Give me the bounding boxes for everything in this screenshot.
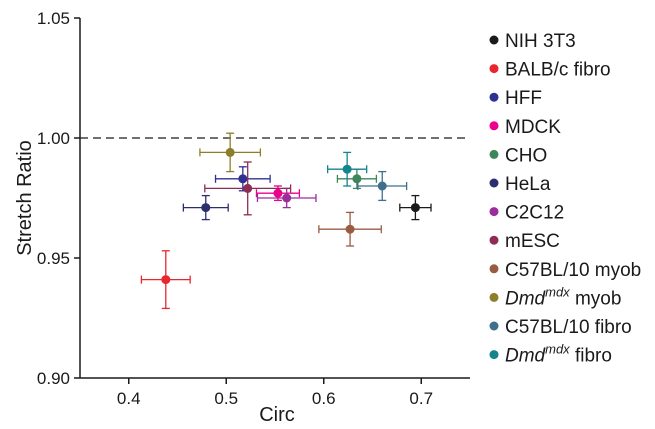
- data-point-balb-c-fibro: [140, 250, 191, 310]
- data-marker: [273, 188, 283, 198]
- legend-label: HeLa: [505, 174, 551, 195]
- legend-item: CHO: [489, 145, 547, 166]
- legend-label: C2C12: [505, 203, 564, 224]
- legend-label-italic: Dmd: [505, 288, 547, 309]
- legend-item: C57BL/10 myob: [489, 260, 641, 281]
- legend-label: MDCK: [505, 117, 561, 138]
- legend-item: Dmdmdx fibro: [489, 342, 612, 367]
- legend-marker: [489, 149, 499, 159]
- data-point-hff: [214, 166, 271, 192]
- data-marker: [282, 193, 292, 203]
- data-marker: [161, 275, 171, 285]
- x-tick-label: 0.5: [214, 389, 238, 408]
- legend-marker: [489, 92, 499, 102]
- y-tick-label: 1.05: [37, 9, 70, 28]
- legend-marker: [489, 264, 499, 274]
- legend-item: Dmdmdx myob: [489, 284, 621, 309]
- x-tick-label: 0.7: [409, 389, 433, 408]
- plot-area: 0.90 0.95 1.00 1.05 0.4 0.5 0.6 0.7 Circ Stretch …: [14, 9, 470, 426]
- legend-item: HeLa: [489, 174, 551, 195]
- data-marker: [352, 174, 362, 184]
- legend-label: Dmdmdx myob: [505, 284, 621, 309]
- data-point-dmd-mdx-fibro: [326, 151, 368, 187]
- y-tick-label: 1.00: [37, 129, 70, 148]
- data-marker: [238, 174, 248, 184]
- data-marker: [243, 183, 253, 193]
- legend-marker: [489, 64, 499, 74]
- legend-item: HFF: [489, 88, 542, 109]
- x-axis-title: Circ: [259, 404, 295, 426]
- legend-marker: [489, 292, 499, 302]
- y-tick-label: 0.95: [37, 249, 70, 268]
- data-marker: [201, 203, 211, 213]
- legend-label-rest: myob: [570, 288, 622, 309]
- legend-marker: [489, 178, 499, 188]
- legend-label: CHO: [505, 145, 547, 166]
- data-point-mesc: [204, 161, 292, 216]
- legend-marker: [489, 207, 499, 217]
- legend-label: mESC: [505, 231, 560, 252]
- legend: NIH 3T3 BALB/c fibro HFF MDCK CHO HeLa C2C12 mE…: [489, 31, 641, 367]
- data-marker: [342, 164, 352, 174]
- data-point-c2c12: [256, 187, 317, 209]
- data-point-hela: [182, 194, 229, 221]
- legend-label: C57BL/10 myob: [505, 260, 641, 281]
- data-point-nih-3t3: [399, 194, 432, 221]
- legend-item: mESC: [489, 231, 560, 252]
- x-tick-label: 0.6: [312, 389, 336, 408]
- legend-label-superscript: mdx: [545, 284, 570, 299]
- legend-marker: [489, 121, 499, 131]
- legend-item: BALB/c fibro: [489, 60, 611, 81]
- data-point-c57bl-10-myob: [318, 211, 382, 247]
- legend-label-rest: fibro: [570, 346, 612, 367]
- legend-label-italic: Dmd: [505, 346, 547, 367]
- legend-marker: [489, 350, 499, 360]
- data-marker: [225, 147, 235, 157]
- legend-marker: [489, 321, 499, 331]
- data-marker: [345, 224, 355, 234]
- legend-item: C57BL/10 fibro: [489, 317, 632, 338]
- legend-item: MDCK: [489, 117, 561, 138]
- legend-label: C57BL/10 fibro: [505, 317, 632, 338]
- legend-marker: [489, 235, 499, 245]
- data-point-c57bl-10-fibro: [357, 170, 408, 202]
- data-marker: [377, 181, 387, 191]
- legend-label-superscript: mdx: [545, 342, 570, 357]
- legend-label: NIH 3T3: [505, 31, 576, 52]
- data-point-dmd-mdx-myob: [199, 132, 262, 173]
- y-tick-label: 0.90: [37, 369, 70, 388]
- legend-item: NIH 3T3: [489, 31, 576, 52]
- legend-label: Dmdmdx fibro: [505, 342, 612, 367]
- legend-label: HFF: [505, 88, 542, 109]
- legend-marker: [489, 35, 499, 45]
- data-marker: [410, 203, 420, 213]
- legend-label: BALB/c fibro: [505, 60, 611, 81]
- y-axis-title: Stretch Ratio: [14, 140, 36, 256]
- x-tick-label: 0.4: [117, 389, 141, 408]
- legend-item: C2C12: [489, 203, 564, 224]
